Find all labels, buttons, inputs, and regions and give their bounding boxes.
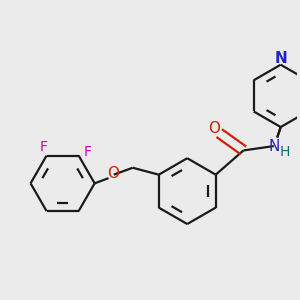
Text: F: F: [39, 140, 47, 154]
Text: N: N: [268, 139, 279, 154]
Text: O: O: [208, 121, 220, 136]
Text: O: O: [107, 166, 119, 181]
Text: H: H: [280, 145, 290, 159]
Text: F: F: [83, 145, 91, 159]
Text: N: N: [274, 51, 287, 66]
